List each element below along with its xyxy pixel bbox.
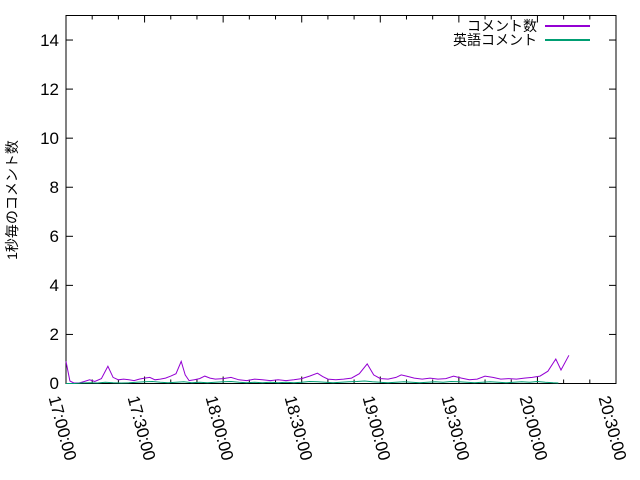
y-tick-label: 14 [40, 30, 59, 50]
y-tick-label: 10 [40, 128, 59, 148]
legend-line-sample [545, 25, 590, 27]
series-line [66, 380, 559, 384]
legend-item: コメント数 [453, 19, 590, 33]
y-axis-title: 1秒毎のコメント数 [4, 140, 20, 260]
legend-label: コメント数 [467, 18, 537, 34]
y-tick-label: 6 [49, 226, 59, 246]
series-line [65, 355, 570, 384]
legend-label: 英語コメント [453, 32, 537, 48]
y-tick-label: 4 [49, 275, 59, 295]
y-tick-label: 8 [49, 177, 59, 197]
y-tick-label: 2 [49, 324, 59, 344]
y-tick-label: 12 [40, 79, 59, 99]
legend-line-sample [545, 39, 590, 41]
y-tick-label: 0 [49, 374, 59, 393]
chart-legend: コメント数 英語コメント [453, 19, 590, 47]
legend-item: 英語コメント [453, 33, 590, 47]
